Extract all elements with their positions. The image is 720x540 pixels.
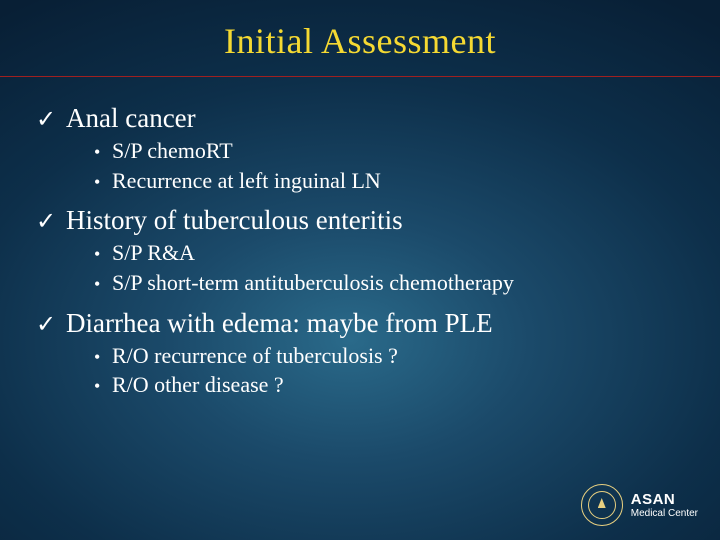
list-item: ✓ Anal cancer [36, 103, 684, 134]
sub-item: • Recurrence at left inguinal LN [94, 166, 684, 196]
logo-line1: ASAN [631, 492, 698, 507]
list-item-label: Diarrhea with edema: maybe from PLE [66, 308, 493, 339]
bullet-icon: • [94, 170, 112, 194]
sub-item-label: R/O other disease ? [112, 370, 284, 400]
bullet-icon: • [94, 345, 112, 369]
checkmark-icon: ✓ [36, 207, 66, 236]
logo-line2: Medical Center [631, 509, 698, 519]
checkmark-icon: ✓ [36, 310, 66, 339]
checkmark-icon: ✓ [36, 105, 66, 134]
bullet-icon: • [94, 242, 112, 266]
sub-item-label: S/P short-term antituberculosis chemothe… [112, 268, 514, 298]
sub-list: • S/P R&A • S/P short-term antituberculo… [36, 238, 684, 297]
logo-text: ASAN Medical Center [631, 492, 698, 519]
sub-list: • S/P chemoRT • Recurrence at left ingui… [36, 136, 684, 195]
sub-list: • R/O recurrence of tuberculosis ? • R/O… [36, 341, 684, 400]
list-item: ✓ Diarrhea with edema: maybe from PLE [36, 308, 684, 339]
sub-item: • R/O other disease ? [94, 370, 684, 400]
sub-item-label: Recurrence at left inguinal LN [112, 166, 381, 196]
slide: Initial Assessment ✓ Anal cancer • S/P c… [0, 0, 720, 540]
sub-item-label: S/P chemoRT [112, 136, 233, 166]
logo-emblem-icon [581, 484, 623, 526]
sub-item-label: R/O recurrence of tuberculosis ? [112, 341, 398, 371]
bullet-icon: • [94, 374, 112, 398]
footer-logo: ASAN Medical Center [581, 484, 698, 526]
content-area: ✓ Anal cancer • S/P chemoRT • Recurrence… [0, 77, 720, 400]
list-item-label: Anal cancer [66, 103, 196, 134]
slide-title: Initial Assessment [0, 0, 720, 76]
bullet-icon: • [94, 272, 112, 296]
sub-item-label: S/P R&A [112, 238, 195, 268]
sub-item: • R/O recurrence of tuberculosis ? [94, 341, 684, 371]
list-item-label: History of tuberculous enteritis [66, 205, 403, 236]
bullet-icon: • [94, 140, 112, 164]
sub-item: • S/P R&A [94, 238, 684, 268]
list-item: ✓ History of tuberculous enteritis [36, 205, 684, 236]
sub-item: • S/P short-term antituberculosis chemot… [94, 268, 684, 298]
sub-item: • S/P chemoRT [94, 136, 684, 166]
